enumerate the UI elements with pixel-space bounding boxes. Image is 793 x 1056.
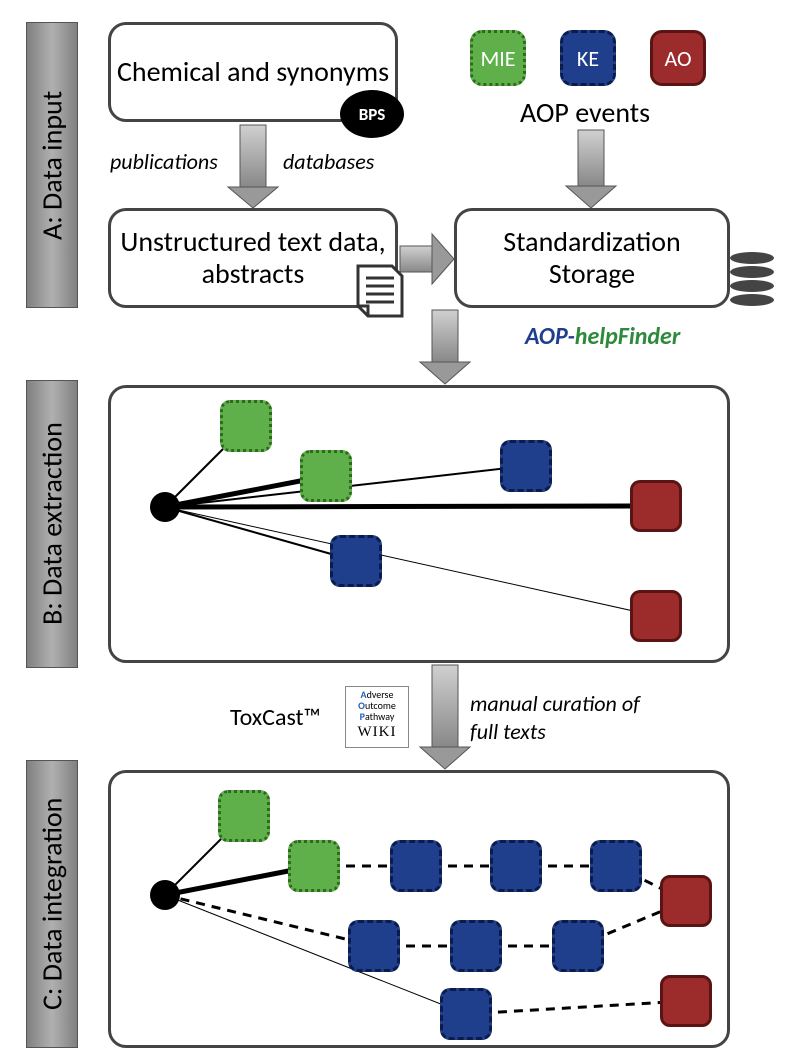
arrow-unstruct-to-std: [400, 234, 454, 284]
ao-node: [630, 480, 682, 532]
unstructured-text-box: Unstructured text data, abstracts: [108, 208, 398, 308]
wiki-text: WIKI: [348, 724, 406, 741]
unstructured-text: Unstructured text data, abstracts: [111, 226, 395, 290]
publications-label: publications: [110, 148, 218, 175]
ke-node: [330, 535, 382, 587]
toxcast-label: ToxCast™: [230, 703, 321, 732]
bps-text: BPS: [359, 104, 386, 125]
mie-legend-text: MIE: [480, 45, 515, 72]
ke-legend: KE: [560, 30, 616, 86]
aop-wiki-badge: Adverse Outcome Pathway WIKI: [345, 686, 409, 748]
manual-curation-2: full texts: [470, 718, 546, 745]
manual-curation-1: manual curation of: [470, 690, 640, 717]
ao-node: [660, 875, 712, 927]
mie-legend: MIE: [470, 30, 526, 86]
databases-label: databases: [283, 148, 374, 175]
ke-node: [552, 920, 604, 972]
ao-node: [630, 590, 682, 642]
arrow-panelb-to-panelc: [420, 665, 470, 769]
ke-node: [390, 840, 442, 892]
aophf-a: AOP-: [525, 322, 575, 351]
arrow-chem-to-unstruct: [228, 125, 278, 208]
arrow-aop-to-std: [566, 130, 616, 208]
standardization-box: Standardization Storage: [454, 208, 730, 308]
mie-node: [288, 840, 340, 892]
integration-panel: [108, 770, 730, 1048]
stage-a-label: A: Data input: [26, 22, 78, 308]
mie-node: [218, 790, 270, 842]
ke-node: [590, 840, 642, 892]
arrow-std-to-panelb: [420, 310, 470, 384]
stage-b-label: B: Data extraction: [26, 380, 78, 668]
aop-helpfinder-label: AOP-helpFinder: [525, 322, 680, 351]
ke-node: [348, 920, 400, 972]
bps-badge: BPS: [340, 90, 404, 138]
ke-node: [440, 988, 492, 1040]
ke-node: [500, 440, 552, 492]
chemical-dot: [150, 880, 180, 910]
standardization-text: Standardization Storage: [457, 226, 727, 290]
ke-legend-text: KE: [577, 45, 599, 72]
toxcast-text: ToxCast™: [230, 703, 321, 732]
ke-node: [490, 840, 542, 892]
chemical-synonyms-text: Chemical and synonyms: [117, 56, 389, 88]
aop-events-label: AOP events: [520, 95, 650, 130]
ao-legend-text: AO: [664, 45, 691, 72]
database-icon: [730, 252, 774, 306]
ao-legend: AO: [650, 30, 706, 86]
wiki-athway: athway: [365, 710, 394, 723]
mie-node: [300, 450, 352, 502]
ao-node: [660, 975, 712, 1027]
stage-c-label: C: Data integration: [26, 760, 78, 1048]
ke-node: [450, 920, 502, 972]
chemical-dot: [150, 492, 180, 522]
aophf-b: helpFinder: [575, 322, 680, 351]
mie-node: [220, 400, 272, 452]
